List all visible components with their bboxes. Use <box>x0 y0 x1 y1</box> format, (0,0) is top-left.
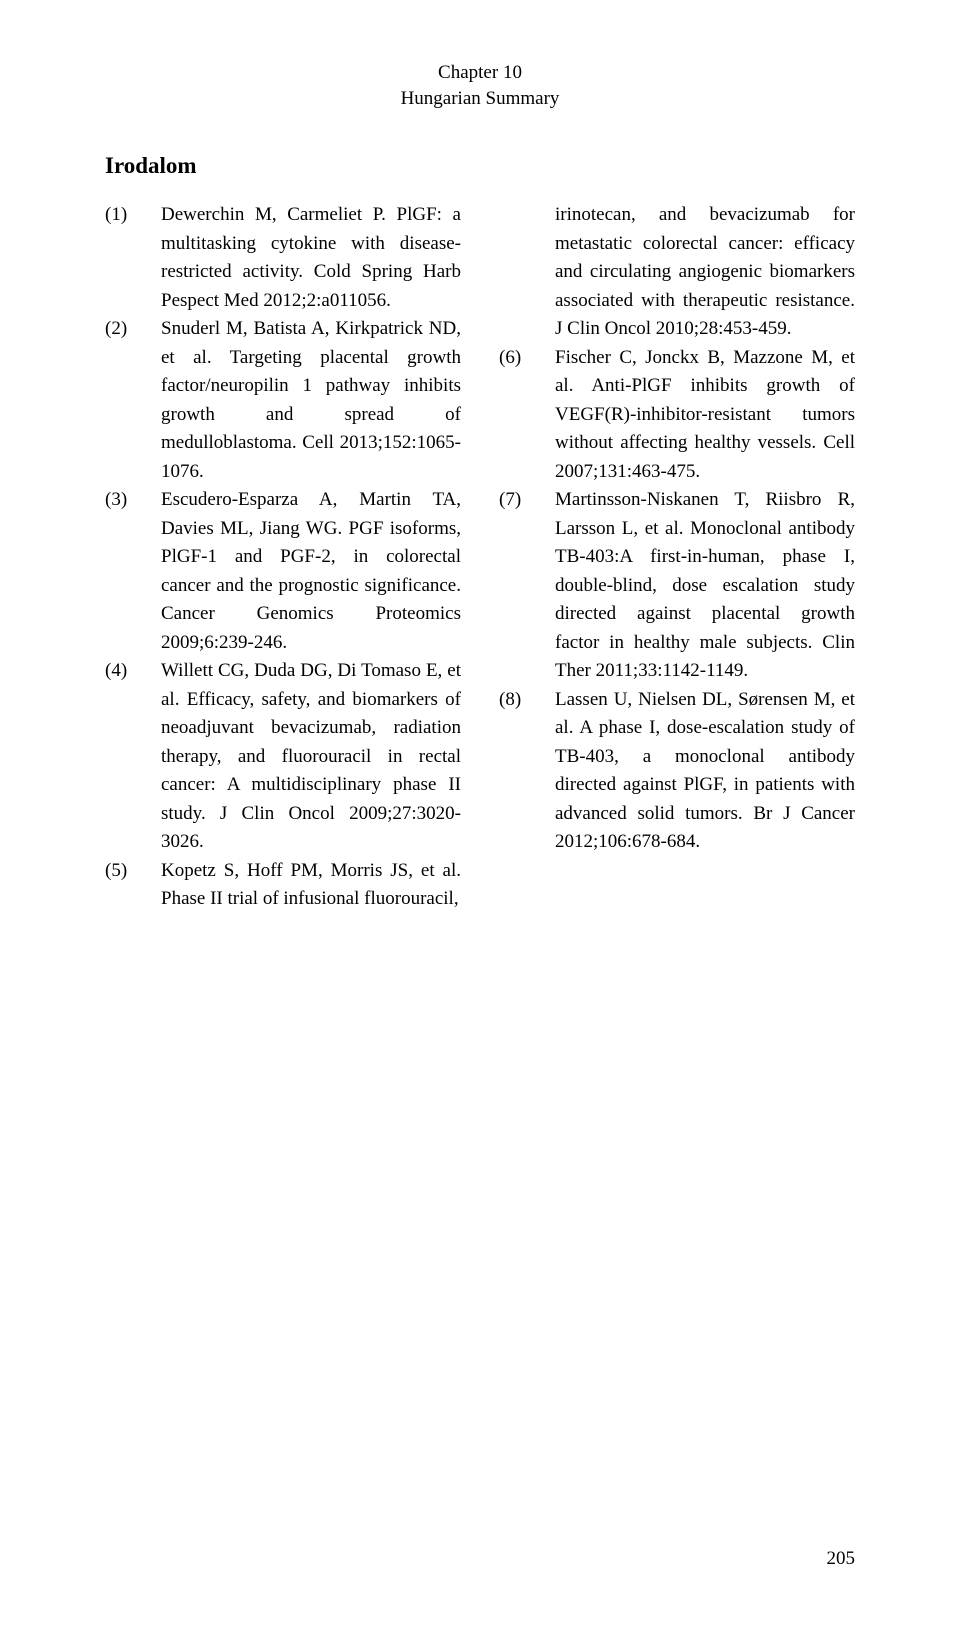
reference-text: Fischer C, Jonckx B, Mazzone M, et al. A… <box>555 344 855 487</box>
reference-item: (1)Dewerchin M, Carmeliet P. PlGF: a mul… <box>105 201 461 315</box>
reference-text: Willett CG, Duda DG, Di Tomaso E, et al.… <box>161 657 461 857</box>
left-column: (1)Dewerchin M, Carmeliet P. PlGF: a mul… <box>105 201 461 914</box>
chapter-line: Chapter 10 <box>0 60 960 86</box>
reference-number: (3) <box>105 486 161 657</box>
reference-item: (6)Fischer C, Jonckx B, Mazzone M, et al… <box>499 344 855 487</box>
page-number: 205 <box>827 1548 856 1570</box>
reference-number: (6) <box>499 344 555 487</box>
section-title: Irodalom <box>0 153 960 179</box>
page-header: Chapter 10 Hungarian Summary <box>0 0 960 111</box>
reference-number: (1) <box>105 201 161 315</box>
reference-text: Lassen U, Nielsen DL, Sørensen M, et al.… <box>555 686 855 857</box>
reference-text: Dewerchin M, Carmeliet P. PlGF: a multit… <box>161 201 461 315</box>
right-column: irinotecan, and bevacizumab for metastat… <box>499 201 855 914</box>
reference-item: irinotecan, and bevacizumab for metastat… <box>499 201 855 344</box>
reference-number: (2) <box>105 315 161 486</box>
reference-item: (8)Lassen U, Nielsen DL, Sørensen M, et … <box>499 686 855 857</box>
reference-item: (4)Willett CG, Duda DG, Di Tomaso E, et … <box>105 657 461 857</box>
reference-text: irinotecan, and bevacizumab for metastat… <box>555 201 855 344</box>
columns: (1)Dewerchin M, Carmeliet P. PlGF: a mul… <box>0 201 960 914</box>
reference-text: Martinsson-Niskanen T, Riisbro R, Larsso… <box>555 486 855 686</box>
reference-item: (3)Escudero-Esparza A, Martin TA, Davies… <box>105 486 461 657</box>
reference-number: (8) <box>499 686 555 857</box>
reference-number <box>499 201 555 344</box>
reference-text: Kopetz S, Hoff PM, Morris JS, et al. Pha… <box>161 857 461 914</box>
reference-text: Escudero-Esparza A, Martin TA, Davies ML… <box>161 486 461 657</box>
reference-number: (5) <box>105 857 161 914</box>
reference-number: (7) <box>499 486 555 686</box>
reference-item: (7)Martinsson-Niskanen T, Riisbro R, Lar… <box>499 486 855 686</box>
reference-text: Snuderl M, Batista A, Kirkpatrick ND, et… <box>161 315 461 486</box>
reference-item: (5)Kopetz S, Hoff PM, Morris JS, et al. … <box>105 857 461 914</box>
reference-item: (2)Snuderl M, Batista A, Kirkpatrick ND,… <box>105 315 461 486</box>
subtitle-line: Hungarian Summary <box>0 86 960 112</box>
reference-number: (4) <box>105 657 161 857</box>
